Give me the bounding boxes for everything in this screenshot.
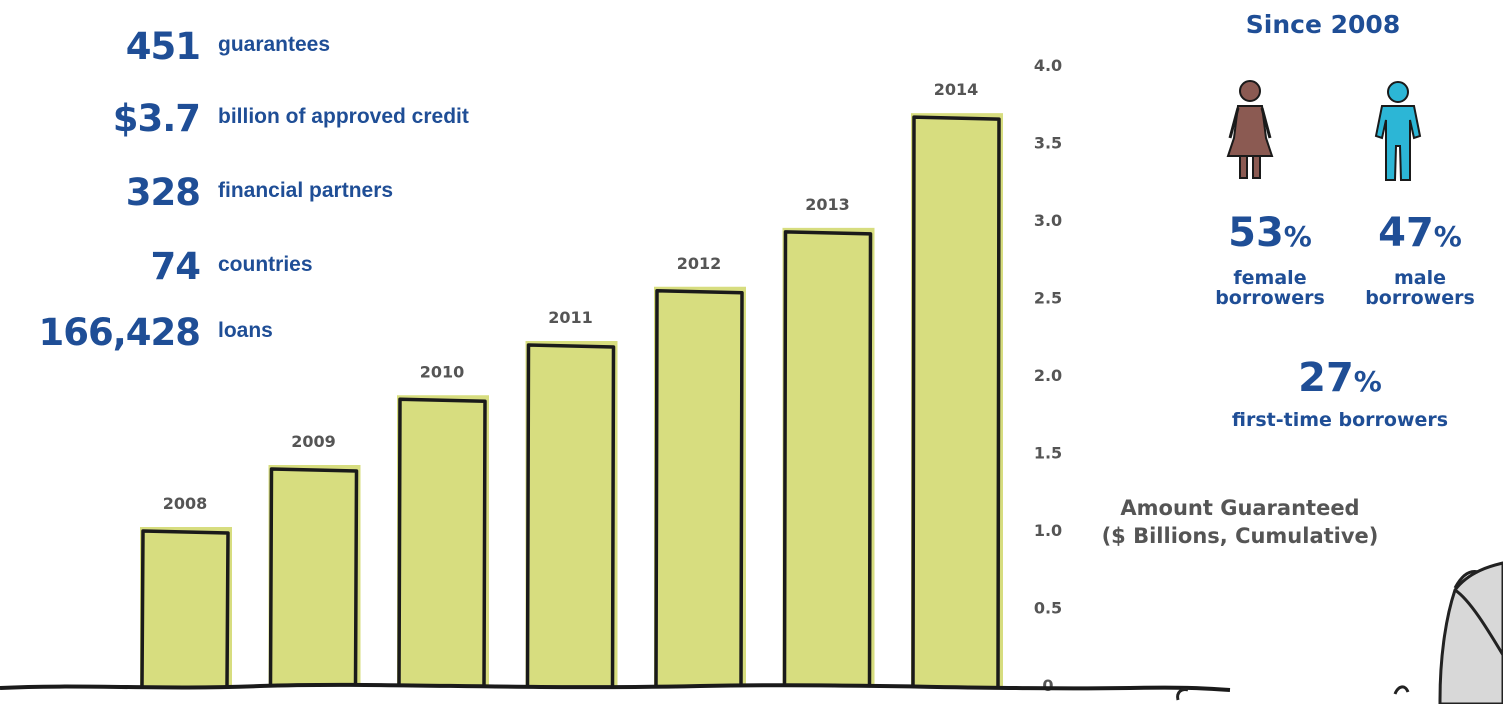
- bar-fill-2013: [782, 227, 875, 686]
- stat-value: 451: [125, 25, 201, 68]
- first-time-percent-unit: %: [1353, 365, 1382, 398]
- y-tick-label: 0.5: [1034, 599, 1062, 618]
- bar-fill-2009: [268, 465, 361, 686]
- stat-value: 74: [150, 245, 201, 288]
- y-tick-label: 1.5: [1034, 444, 1062, 463]
- stat-label: countries: [218, 253, 313, 276]
- male-label-line2: borrowers: [1365, 287, 1475, 309]
- stats-list: 451 guarantees $3.7 billion of approved …: [0, 0, 600, 380]
- bar-2010: [397, 397, 487, 687]
- female-label-line1: female: [1233, 267, 1307, 289]
- male-percent-unit: %: [1433, 220, 1462, 253]
- stat-value: 328: [125, 171, 201, 214]
- bar-2008: [140, 529, 230, 687]
- female-person-icon: [1226, 80, 1274, 179]
- bar-fill-2014: [911, 113, 1003, 686]
- y-tick-label: 2.0: [1034, 366, 1062, 385]
- bar-fill-2011: [525, 341, 618, 686]
- stat-approved-credit: $3.7 billion of approved credit: [0, 97, 600, 147]
- y-tick-label: 4.0: [1034, 56, 1062, 75]
- male-label-line1: male: [1393, 267, 1447, 289]
- bar-2013: [782, 230, 873, 687]
- bar-label-2011: 2011: [548, 308, 593, 327]
- bar-2012: [654, 289, 744, 687]
- female-percent: 53%: [1210, 210, 1330, 256]
- male-percent: 47%: [1360, 210, 1480, 256]
- stat-label: billion of approved credit: [218, 105, 469, 128]
- stat-loans: 166,428 loans: [0, 311, 600, 361]
- bar-fill-2010: [397, 395, 489, 686]
- bar-label-2009: 2009: [291, 432, 336, 451]
- since-heading: Since 2008: [1245, 10, 1401, 39]
- first-time-label: first-time borrowers: [1231, 409, 1449, 431]
- bar-label-2010: 2010: [420, 362, 465, 381]
- male-percent-value: 47: [1378, 210, 1434, 256]
- bar-label-2008: 2008: [163, 494, 208, 513]
- stat-value: $3.7: [112, 97, 201, 140]
- y-axis-title: Amount Guaranteed ($ Billions, Cumulativ…: [1080, 494, 1400, 550]
- stat-value: 166,428: [38, 311, 201, 354]
- stat-label: financial partners: [218, 179, 394, 202]
- stat-financial-partners: 328 financial partners: [0, 171, 600, 221]
- stat-countries: 74 countries: [0, 245, 600, 295]
- y-tick-label: 1.0: [1034, 521, 1062, 540]
- rock-illustration: [1176, 561, 1503, 704]
- bar-fill-2008: [140, 527, 232, 686]
- female-label-line2: borrowers: [1215, 287, 1325, 309]
- bar-2011: [525, 343, 616, 687]
- bar-2014: [911, 115, 1001, 687]
- stat-guarantees: 451 guarantees: [0, 25, 600, 75]
- bar-label-2012: 2012: [677, 254, 722, 273]
- bar-2009: [268, 467, 359, 687]
- y-axis-title-line2: ($ Billions, Cumulative): [1101, 524, 1379, 548]
- bar-fill-2012: [654, 286, 746, 686]
- male-label: male borrowers: [1340, 268, 1500, 308]
- baseline: [0, 682, 1231, 692]
- female-label: female borrowers: [1190, 268, 1350, 308]
- y-tick-label: 0: [1042, 676, 1053, 695]
- stat-label: loans: [218, 319, 273, 342]
- y-tick-label: 3.5: [1034, 134, 1062, 153]
- bar-label-2014: 2014: [934, 80, 979, 99]
- female-percent-unit: %: [1283, 220, 1312, 253]
- female-percent-value: 53: [1228, 210, 1284, 256]
- y-tick-label: 3.0: [1034, 211, 1062, 230]
- bar-label-2013: 2013: [805, 195, 850, 214]
- first-time-percent: 27%: [1270, 355, 1410, 401]
- stat-label: guarantees: [218, 33, 331, 56]
- y-axis-title-line1: Amount Guaranteed: [1120, 496, 1360, 520]
- first-time-percent-value: 27: [1298, 355, 1354, 401]
- male-person-icon: [1374, 81, 1422, 181]
- y-tick-label: 2.5: [1034, 289, 1062, 308]
